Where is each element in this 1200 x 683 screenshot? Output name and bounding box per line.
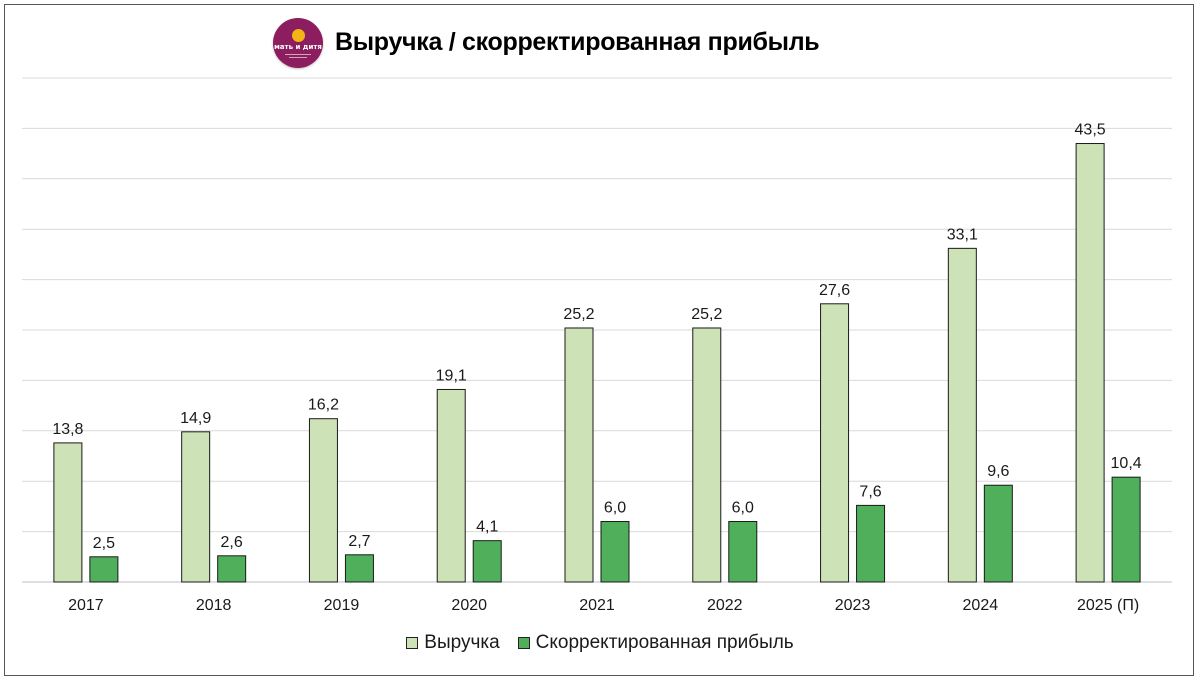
bar-adjusted-profit — [89, 556, 119, 583]
x-tick-label: 2021 — [579, 597, 615, 614]
data-label-revenue: 25,2 — [691, 306, 722, 323]
legend-label-adjusted-profit: Скорректированная прибыль — [535, 632, 794, 653]
x-tick-label: 2019 — [324, 597, 360, 614]
data-label-adjusted-profit: 2,5 — [93, 535, 115, 552]
bar-revenue — [947, 247, 977, 583]
bar-revenue — [436, 388, 466, 583]
x-tick-label: 2022 — [707, 597, 743, 614]
data-label-revenue: 43,5 — [1075, 122, 1106, 139]
bars — [53, 143, 1141, 583]
bar-revenue — [1075, 143, 1105, 583]
x-tick-label: 2017 — [68, 597, 104, 614]
logo-brand-text: мать и дитя — [274, 42, 322, 51]
bar-revenue — [692, 327, 722, 583]
data-label-revenue: 25,2 — [563, 306, 594, 323]
data-label-revenue: 19,1 — [436, 367, 467, 384]
bar-revenue — [564, 327, 594, 583]
data-label-adjusted-profit: 9,6 — [987, 463, 1009, 480]
company-logo: мать и дитя — [273, 18, 323, 68]
bar-revenue — [308, 418, 338, 583]
x-tick-label: 2020 — [451, 597, 487, 614]
data-label-adjusted-profit: 2,7 — [348, 533, 370, 550]
data-label-revenue: 16,2 — [308, 397, 339, 414]
bar-adjusted-profit — [728, 521, 758, 583]
chart-title: Выручка / скорректированная прибыль — [335, 28, 820, 56]
legend-item-adjusted-profit: Скорректированная прибыль — [517, 632, 794, 654]
data-labels: 13,8 2,5 14,9 2,6 16,2 2,7 19,1 4,1 25,2 6,0 25,2 6… — [52, 122, 1141, 552]
data-label-adjusted-profit: 2,6 — [221, 534, 243, 551]
logo-sun-icon — [291, 28, 305, 42]
legend-swatch-revenue — [406, 637, 419, 649]
legend-item-revenue: Выручка — [406, 632, 500, 654]
bar-adjusted-profit — [217, 555, 247, 583]
bar-revenue — [53, 442, 83, 583]
data-label-adjusted-profit: 4,1 — [476, 519, 498, 536]
data-label-revenue: 27,6 — [819, 282, 850, 299]
x-tick-label: 2018 — [196, 597, 232, 614]
data-label-revenue: 14,9 — [180, 410, 211, 427]
bar-adjusted-profit — [983, 484, 1013, 583]
data-label-revenue: 13,8 — [52, 421, 83, 438]
bar-adjusted-profit — [856, 504, 886, 583]
data-label-revenue: 33,1 — [947, 226, 978, 243]
x-axis-ticks: 2017 2018 2019 2020 2021 2022 2023 2024 2025 (П) — [68, 597, 1139, 614]
x-tick-label: 2025 (П) — [1077, 597, 1139, 614]
bar-adjusted-profit — [600, 521, 630, 583]
data-label-adjusted-profit: 6,0 — [732, 500, 754, 517]
data-label-adjusted-profit: 10,4 — [1111, 455, 1142, 472]
bar-revenue — [181, 431, 211, 583]
legend-label-revenue: Выручка — [424, 632, 500, 653]
bar-adjusted-profit — [472, 540, 502, 583]
legend: Выручка Скорректированная прибыль — [0, 632, 1200, 654]
bar-revenue — [820, 303, 850, 583]
bar-adjusted-profit — [1111, 476, 1141, 583]
legend-swatch-adjusted-profit — [517, 637, 530, 649]
bar-adjusted-profit — [344, 554, 374, 583]
x-tick-label: 2024 — [963, 597, 999, 614]
x-tick-label: 2023 — [835, 597, 871, 614]
gridlines — [22, 77, 1172, 583]
data-label-adjusted-profit: 7,6 — [859, 483, 881, 500]
data-label-adjusted-profit: 6,0 — [604, 500, 626, 517]
